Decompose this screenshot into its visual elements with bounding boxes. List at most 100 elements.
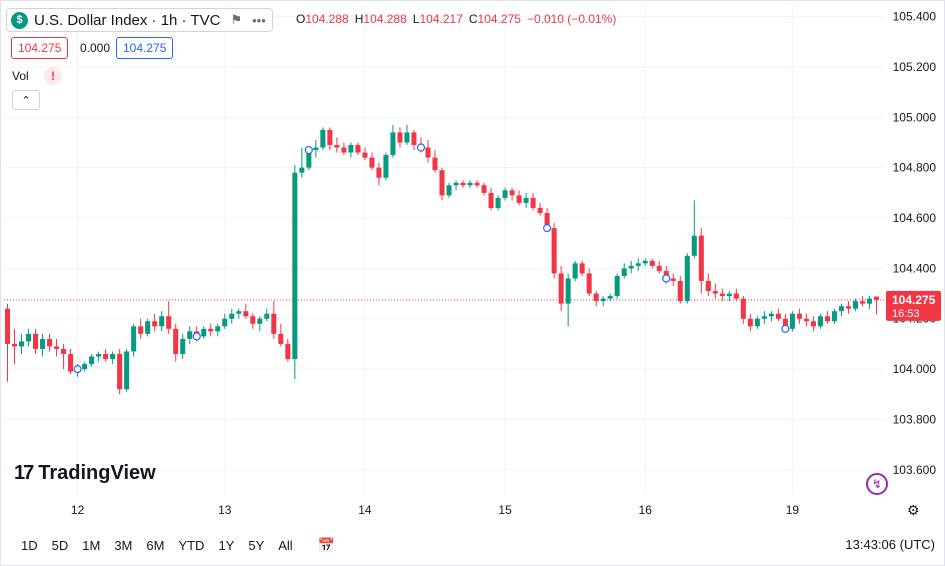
candle[interactable] [47, 333, 53, 352]
candle[interactable] [516, 190, 522, 206]
candle[interactable] [586, 268, 592, 297]
volume-label[interactable]: Vol [12, 69, 29, 83]
candle[interactable] [607, 293, 613, 302]
buy-button[interactable]: 104.275 [116, 37, 174, 59]
candle[interactable] [873, 296, 880, 315]
warning-icon[interactable]: ! [44, 67, 62, 85]
candle[interactable] [11, 328, 18, 365]
candle[interactable] [719, 288, 725, 302]
chevron-up-icon[interactable]: ⌃ [12, 90, 40, 110]
candle[interactable] [838, 303, 844, 317]
range-1d[interactable]: 1D [21, 537, 38, 553]
candle[interactable] [271, 301, 277, 339]
candle[interactable] [278, 323, 284, 347]
candle[interactable] [698, 228, 704, 294]
candle[interactable] [138, 318, 144, 339]
candle[interactable] [789, 311, 795, 332]
candle[interactable] [96, 351, 102, 362]
range-5d[interactable]: 5D [51, 537, 69, 553]
event-marker[interactable] [662, 274, 671, 283]
candle[interactable] [705, 273, 711, 297]
candle[interactable] [173, 323, 179, 362]
date-range-icon[interactable]: 📅 [317, 536, 336, 553]
event-marker[interactable] [73, 365, 82, 374]
candle[interactable] [152, 313, 158, 332]
event-marker[interactable] [192, 332, 201, 341]
symbol-header[interactable]: $ U.S. Dollar Index · 1h · TVC ⚑ ••• [6, 8, 273, 32]
candle[interactable] [145, 318, 151, 337]
candle[interactable] [810, 316, 816, 332]
candle[interactable] [761, 311, 767, 324]
settings-icon[interactable]: ⚙ [907, 502, 920, 518]
candle[interactable] [866, 296, 873, 309]
candle[interactable] [124, 348, 130, 392]
candle[interactable] [474, 180, 480, 188]
candle[interactable] [327, 127, 333, 151]
candle[interactable] [614, 273, 620, 299]
candle[interactable] [117, 348, 123, 395]
candle[interactable] [642, 258, 648, 266]
candle[interactable] [579, 260, 585, 276]
candle[interactable] [229, 308, 235, 324]
candle[interactable] [187, 326, 193, 344]
range-all[interactable]: All [278, 537, 293, 553]
candle[interactable] [593, 291, 599, 307]
candle[interactable] [432, 150, 438, 173]
candle[interactable] [495, 195, 501, 211]
candle[interactable] [334, 137, 340, 153]
event-marker[interactable] [304, 145, 313, 155]
candle[interactable] [621, 263, 627, 279]
candle[interactable] [859, 296, 866, 307]
candle[interactable] [222, 313, 228, 329]
candle[interactable] [166, 301, 172, 334]
candle[interactable] [341, 142, 347, 156]
candle[interactable] [824, 311, 830, 324]
event-marker[interactable] [416, 143, 426, 152]
candle[interactable] [747, 313, 753, 332]
candle[interactable] [509, 187, 515, 201]
candle[interactable] [831, 308, 837, 324]
candle[interactable] [572, 260, 578, 281]
candle[interactable] [691, 200, 697, 259]
candle[interactable] [201, 326, 207, 339]
candle[interactable] [817, 313, 823, 329]
candle[interactable] [61, 343, 67, 370]
candle[interactable] [754, 316, 760, 329]
candle[interactable] [649, 258, 655, 269]
candle[interactable] [362, 147, 368, 161]
candle[interactable] [82, 361, 88, 372]
candle[interactable] [502, 187, 508, 201]
candle[interactable] [628, 260, 634, 274]
candle[interactable] [852, 298, 858, 312]
candle[interactable] [733, 288, 739, 302]
event-marker[interactable] [781, 324, 790, 333]
event-marker[interactable] [543, 223, 552, 233]
lightning-icon[interactable]: ↯ [866, 473, 888, 495]
candle[interactable] [404, 124, 410, 146]
range-3m[interactable]: 3M [114, 537, 133, 553]
candle[interactable] [208, 323, 214, 337]
candle[interactable] [376, 162, 382, 186]
candle[interactable] [299, 147, 305, 178]
candle[interactable] [670, 273, 676, 287]
candle[interactable] [390, 124, 396, 158]
candle[interactable] [775, 308, 781, 322]
candle[interactable] [68, 348, 74, 375]
range-ytd[interactable]: YTD [178, 537, 205, 553]
candle[interactable] [257, 316, 263, 332]
candle[interactable] [803, 313, 809, 327]
sell-button[interactable]: 104.275 [11, 37, 69, 59]
candle[interactable] [250, 313, 256, 329]
candle[interactable] [425, 139, 431, 163]
candle[interactable] [383, 152, 389, 181]
candle[interactable] [26, 328, 32, 347]
candle[interactable] [740, 296, 746, 324]
candle[interactable] [565, 273, 571, 327]
candle[interactable] [236, 308, 242, 319]
candle[interactable] [845, 301, 851, 314]
candle[interactable] [684, 253, 690, 304]
candle[interactable] [446, 182, 452, 198]
candle[interactable] [33, 328, 39, 354]
candle[interactable] [110, 351, 116, 365]
